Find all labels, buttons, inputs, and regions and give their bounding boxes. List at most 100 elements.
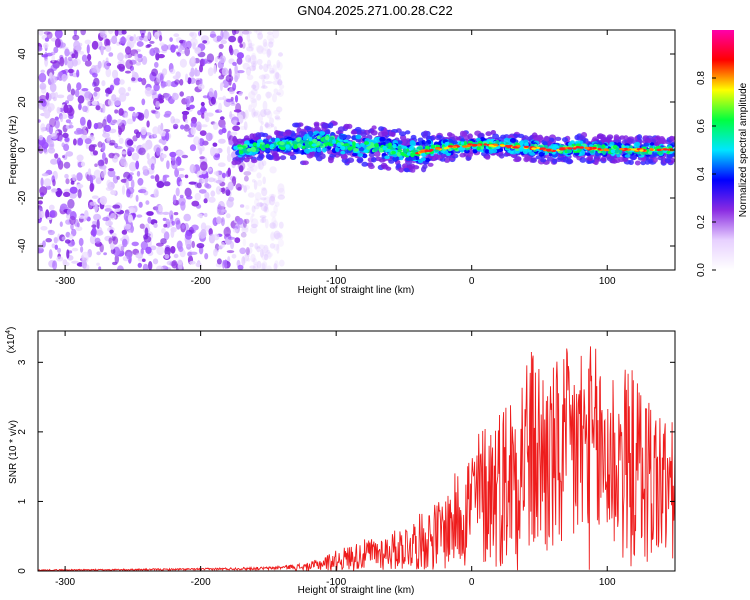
signal-peak xyxy=(578,146,584,149)
noise-blob xyxy=(213,171,220,176)
noise-blob xyxy=(239,43,243,48)
signal-blob xyxy=(467,151,473,158)
noise-blob xyxy=(268,38,275,45)
noise-blob xyxy=(273,72,282,82)
noise-blob xyxy=(109,229,114,234)
noise-blob xyxy=(130,179,135,189)
noise-blob xyxy=(169,68,176,75)
signal-blob xyxy=(423,130,429,137)
noise-blob xyxy=(56,94,65,99)
noise-blob xyxy=(243,254,248,264)
noise-blob xyxy=(162,175,167,183)
noise-blob xyxy=(124,54,129,59)
noise-blob xyxy=(46,216,53,221)
noise-blob xyxy=(264,81,273,84)
signal-blob xyxy=(336,142,341,148)
noise-blob xyxy=(95,177,102,185)
noise-blob xyxy=(204,177,209,184)
noise-blob xyxy=(108,152,115,159)
signal-blob xyxy=(396,151,401,157)
noise-blob xyxy=(256,58,263,66)
signal-blob xyxy=(509,138,516,143)
noise-blob xyxy=(163,223,168,228)
noise-blob xyxy=(92,150,98,156)
noise-blob xyxy=(257,179,263,187)
signal-blob xyxy=(648,151,653,155)
noise-blob xyxy=(270,194,275,202)
noise-blob xyxy=(56,106,61,114)
noise-blob xyxy=(197,110,203,116)
noise-blob xyxy=(250,97,257,104)
noise-blob xyxy=(75,226,83,232)
noise-blob xyxy=(73,138,77,146)
signal-peak xyxy=(451,145,457,148)
noise-blob xyxy=(226,250,235,254)
signal-blob xyxy=(319,131,325,136)
y-tick-label: 40 xyxy=(17,48,28,60)
signal-blob xyxy=(640,156,647,162)
noise-blob xyxy=(113,247,120,256)
noise-blob xyxy=(64,239,71,244)
noise-blob xyxy=(107,30,114,35)
noise-blob xyxy=(155,100,160,108)
noise-blob xyxy=(259,125,264,133)
noise-blob xyxy=(273,204,278,214)
noise-blob xyxy=(91,100,98,106)
signal-blob xyxy=(492,133,500,140)
signal-blob xyxy=(233,145,239,150)
signal-blob xyxy=(464,149,470,154)
noise-blob xyxy=(239,247,247,255)
signal-blob xyxy=(406,152,412,156)
noise-blob xyxy=(198,231,206,239)
noise-blob xyxy=(256,202,264,207)
noise-blob xyxy=(108,237,113,245)
noise-blob xyxy=(110,190,117,196)
signal-blob xyxy=(488,148,494,154)
signal-peak xyxy=(477,144,481,147)
noise-blob xyxy=(242,30,250,35)
noise-blob xyxy=(148,261,153,270)
noise-blob xyxy=(92,220,98,225)
noise-blob xyxy=(249,265,256,269)
noise-blob xyxy=(241,256,246,266)
noise-blob xyxy=(181,154,189,159)
noise-blob xyxy=(240,232,247,238)
noise-blob xyxy=(52,260,58,270)
noise-blob xyxy=(261,263,266,270)
noise-blob xyxy=(144,87,153,97)
noise-blob xyxy=(48,249,53,259)
noise-blob xyxy=(111,69,119,79)
noise-blob xyxy=(266,110,273,119)
noise-blob xyxy=(266,59,272,67)
noise-blob xyxy=(255,44,264,53)
noise-blob xyxy=(158,95,165,100)
signal-blob xyxy=(531,132,538,138)
noise-blob xyxy=(200,35,209,43)
signal-blob xyxy=(552,144,557,150)
noise-blob xyxy=(38,46,43,52)
noise-blob xyxy=(141,98,146,106)
noise-blob xyxy=(188,181,197,185)
noise-blob xyxy=(199,156,205,160)
signal-blob xyxy=(292,140,297,145)
noise-blob xyxy=(57,247,62,254)
noise-blob xyxy=(163,145,169,152)
noise-blob xyxy=(56,256,64,262)
noise-blob xyxy=(108,168,115,172)
noise-blob xyxy=(247,39,252,49)
noise-blob xyxy=(40,177,44,187)
noise-blob xyxy=(269,243,276,249)
signal-peak xyxy=(465,144,471,148)
noise-blob xyxy=(78,237,84,247)
signal-blob xyxy=(409,140,416,146)
noise-blob xyxy=(190,120,197,129)
signal-blob xyxy=(271,137,276,143)
noise-blob xyxy=(107,169,116,178)
noise-blob xyxy=(125,46,132,55)
noise-blob xyxy=(61,236,66,241)
signal-blob xyxy=(546,156,555,162)
noise-blob xyxy=(179,194,184,199)
noise-blob xyxy=(127,86,131,92)
noise-blob xyxy=(187,77,192,85)
